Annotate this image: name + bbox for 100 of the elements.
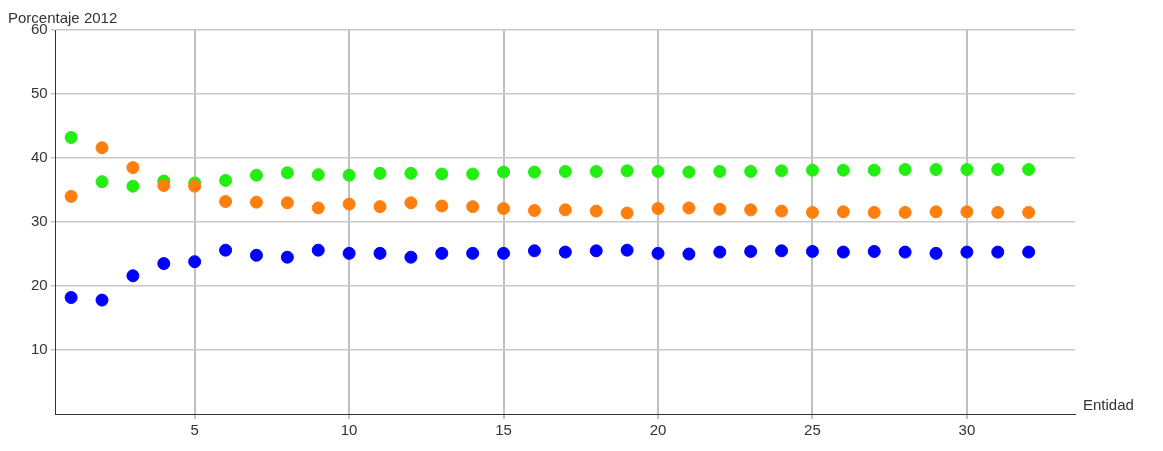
point [682,165,696,179]
point [775,244,789,258]
y-tick-label: 20 [31,276,48,294]
x-tick-label: 5 [190,421,199,439]
point [775,164,789,178]
point [342,168,356,182]
point [620,206,634,220]
x-tick-label: 15 [495,421,512,439]
point [744,244,758,258]
point [64,189,78,203]
y-tick-label: 50 [31,84,48,102]
point [95,293,109,307]
point [744,164,758,178]
point [898,205,912,219]
x-tick-label: 30 [958,421,976,439]
point [805,205,819,219]
point [249,168,263,182]
point [682,247,696,261]
point [805,163,819,177]
point [342,246,356,260]
point [991,163,1005,177]
point [126,161,140,175]
point [991,205,1005,219]
point [435,246,449,260]
point [867,244,881,258]
point [311,243,325,257]
x-tick-label: 25 [804,421,821,439]
point [527,244,541,258]
y-tick-label: 40 [31,148,48,166]
point [527,165,541,179]
point [898,245,912,259]
point [249,195,263,209]
point [404,196,418,210]
point [836,163,850,177]
point [651,246,665,260]
point [311,168,325,182]
point [805,244,819,258]
point [373,246,387,260]
point [527,203,541,217]
point [157,257,171,271]
point [466,246,480,260]
point [280,166,294,180]
point [929,205,943,219]
point [64,131,78,145]
point [1022,205,1036,219]
point [249,248,263,262]
point [126,179,140,193]
point [280,196,294,210]
point [651,164,665,178]
x-tick-label: 20 [649,421,667,439]
point [188,255,202,269]
point [435,167,449,181]
point [95,141,109,155]
point [713,202,727,216]
point [775,204,789,218]
point [558,245,572,259]
point [929,246,943,260]
point [435,199,449,213]
point [589,244,603,258]
point [589,164,603,178]
point [404,166,418,180]
point [497,246,511,260]
point [497,165,511,179]
point [558,203,572,217]
point [867,163,881,177]
point [219,173,233,187]
point [342,197,356,211]
point [960,205,974,219]
x-axis-title: Entidad [1083,396,1134,414]
point [466,167,480,181]
point [620,164,634,178]
point [157,179,171,193]
point [404,250,418,264]
point [280,250,294,264]
point [219,195,233,209]
x-tick-label: 10 [340,421,358,439]
y-tick-label: 10 [31,340,48,358]
point [497,202,511,216]
point [960,245,974,259]
point [589,204,603,218]
point [466,200,480,214]
point [373,166,387,180]
point [744,203,758,217]
point [836,245,850,259]
point [558,164,572,178]
point [373,200,387,214]
point [1022,245,1036,259]
point [95,175,109,189]
point [836,205,850,219]
point [898,163,912,177]
point [219,243,233,257]
point [311,201,325,215]
point [929,163,943,177]
point [682,201,696,215]
point [713,164,727,178]
point [991,245,1005,259]
point [960,163,974,177]
point [651,202,665,216]
point [713,245,727,259]
point [1022,163,1036,177]
